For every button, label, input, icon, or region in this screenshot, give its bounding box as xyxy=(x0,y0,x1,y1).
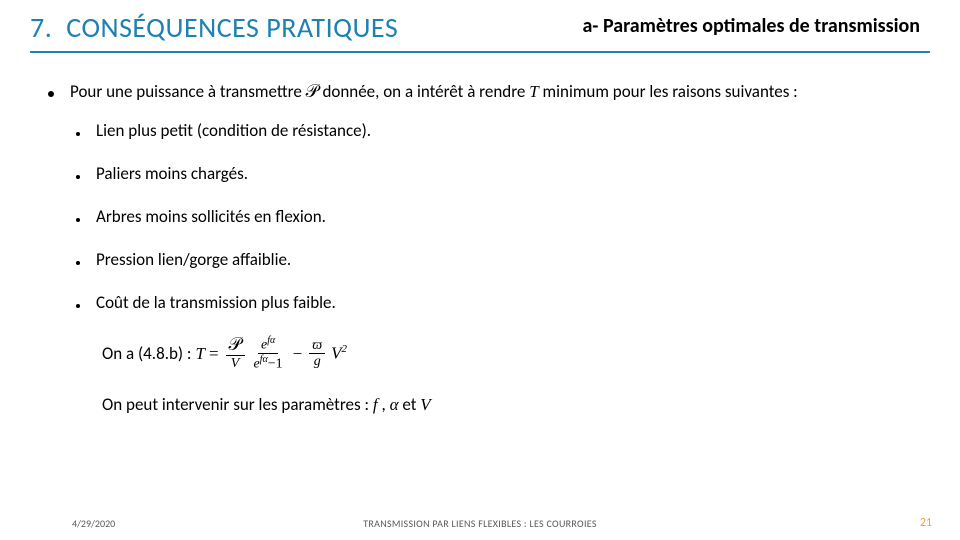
intro-text: Pour une puissance à transmettre 𝒫 donné… xyxy=(70,81,798,102)
formula-tail: V2 xyxy=(331,343,347,364)
frac1-den: V xyxy=(228,356,243,371)
param-V: V xyxy=(420,395,430,414)
footer-date: 4/29/2020 xyxy=(72,517,115,530)
footer-title: TRANSMISSION PAR LIENS FLEXIBLES : LES C… xyxy=(363,517,597,530)
sub-bullet-2: Paliers moins chargés. xyxy=(76,163,912,184)
fraction-2: efα efα−1 xyxy=(251,335,286,372)
frac3-num: ϖ xyxy=(309,338,325,354)
formula-lhs: T xyxy=(195,344,204,364)
intro-text-part2: donnée, on a intérêt à rendre xyxy=(319,81,530,102)
sub-bullet-4: Pression lien/gorge affaiblie. xyxy=(76,249,912,270)
sub-bullet-3: Arbres moins sollicités en flexion. xyxy=(76,206,912,227)
slide-subtitle: a- Paramètres optimales de transmission xyxy=(582,14,920,38)
sub-bullet-1: Lien plus petit (condition de résistance… xyxy=(76,120,912,141)
frac2-den: efα−1 xyxy=(251,354,286,372)
formula-prefix: On a (4.8.b) : xyxy=(102,343,191,364)
frac1-num: 𝒫 xyxy=(226,335,245,356)
formula: T = 𝒫 V efα efα−1 − ϖ g V2 xyxy=(195,335,347,372)
frac2-num: efα xyxy=(258,335,278,354)
param-alpha: α xyxy=(390,395,399,414)
sub-bullet-5: Coût de la transmission plus faible. xyxy=(76,292,912,313)
bullet-dot xyxy=(76,218,80,222)
bullet-dot xyxy=(76,304,80,308)
formula-line: On a (4.8.b) : T = 𝒫 V efα efα−1 − ϖ g V… xyxy=(102,335,912,372)
sub-bullet-text: Lien plus petit (condition de résistance… xyxy=(96,120,371,141)
slide-content: Pour une puissance à transmettre 𝒫 donné… xyxy=(0,53,960,415)
params-line: On peut intervenir sur les paramètres : … xyxy=(102,394,912,415)
slide: 7. CONSÉQUENCES PRATIQUES a- Paramètres … xyxy=(0,0,960,540)
sub-bullet-text: Coût de la transmission plus faible. xyxy=(96,292,336,313)
footer-page-number: 21 xyxy=(920,516,932,530)
frac3-den: g xyxy=(311,354,324,369)
params-before: On peut intervenir sur les paramètres : xyxy=(102,394,373,415)
bullet-dot xyxy=(48,91,54,97)
symbol-T: T xyxy=(529,82,538,101)
slide-footer: 4/29/2020 TRANSMISSION PAR LIENS FLEXIBL… xyxy=(0,506,960,540)
equals: = xyxy=(209,344,219,364)
symbol-P: 𝒫 xyxy=(306,81,319,101)
fraction-3: ϖ g xyxy=(309,338,325,370)
intro-text-part3: minimum pour les raisons suivantes : xyxy=(539,81,798,102)
section-number: 7. xyxy=(30,10,52,45)
intro-bullet: Pour une puissance à transmettre 𝒫 donné… xyxy=(48,81,912,102)
sub-bullet-text: Paliers moins chargés. xyxy=(96,163,248,184)
params-sep2: et xyxy=(399,394,421,415)
section-title: CONSÉQUENCES PRATIQUES xyxy=(66,10,398,45)
sub-bullet-text: Arbres moins sollicités en flexion. xyxy=(96,206,326,227)
fraction-1: 𝒫 V xyxy=(226,335,245,371)
bullet-dot xyxy=(76,132,80,136)
intro-text-part1: Pour une puissance à transmettre xyxy=(70,81,306,102)
bullet-dot xyxy=(76,175,80,179)
params-sep1: , xyxy=(378,394,390,415)
minus: − xyxy=(293,344,303,364)
bullet-dot xyxy=(76,261,80,265)
sub-bullet-text: Pression lien/gorge affaiblie. xyxy=(96,249,291,270)
